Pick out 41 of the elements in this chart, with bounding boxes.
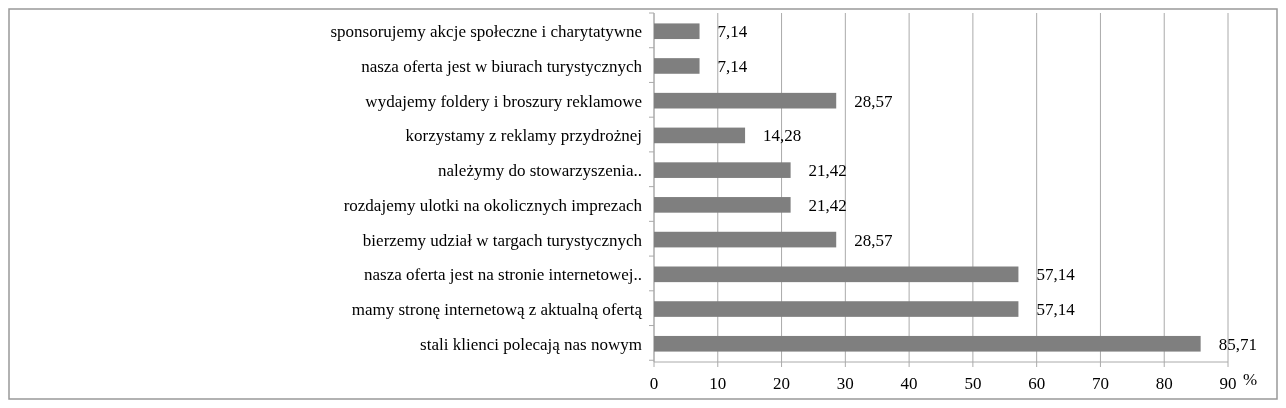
y-tick-label: korzystamy z reklamy przydrożnej (405, 126, 642, 146)
x-tick-label: 80 (1155, 374, 1173, 393)
x-axis-title: % (1242, 370, 1258, 389)
x-tick-label: 0 (649, 374, 659, 393)
y-tick-label: mamy stronę internetową z aktualną ofertą (351, 299, 643, 319)
y-tick-label: sponsorujemy akcje społeczne i charytatywne (330, 22, 642, 42)
data-label: 28,57 (854, 230, 893, 250)
data-label: 21,42 (808, 161, 847, 181)
data-label: 28,57 (854, 91, 893, 111)
bar (654, 301, 1019, 317)
bar (654, 23, 700, 40)
data-label: 21,42 (808, 195, 847, 215)
bar (654, 231, 837, 248)
bar (654, 266, 1019, 283)
bar (654, 92, 837, 109)
y-tick-label: wydajemy foldery i broszury reklamowe (365, 91, 642, 111)
y-tick-label: należymy do stowarzyszenia.. (438, 161, 642, 181)
y-tick-label: nasza oferta jest w biurach turystycznych (361, 56, 643, 76)
x-tick-label: 50 (964, 374, 982, 393)
x-tick-label: 30 (836, 374, 854, 393)
data-label: 14,28 (763, 126, 802, 146)
bar (654, 335, 1201, 352)
x-tick-label: 70 (1091, 374, 1109, 393)
x-tick-label: 40 (900, 374, 918, 393)
bar (654, 58, 700, 74)
bar (654, 127, 746, 144)
x-tick-label: 60 (1028, 374, 1046, 393)
data-label: 7,14 (717, 22, 748, 42)
bar (654, 162, 791, 178)
data-label: 57,14 (1036, 299, 1076, 319)
x-tick-label: 10 (709, 374, 727, 393)
y-tick-label: bierzemy udział w targach turystycznych (362, 230, 643, 250)
data-label: 85,71 (1218, 334, 1257, 354)
data-label: 7,14 (717, 56, 748, 76)
y-tick-label: stali klienci polecają nas nowym (420, 334, 642, 354)
bar (654, 197, 791, 213)
x-tick-label: 90 (1219, 374, 1237, 393)
y-tick-label: rozdajemy ulotki na okolicznych imprezach (343, 195, 643, 215)
y-tick-label: nasza oferta jest na stronie internetowej.. (363, 265, 642, 285)
x-tick-label: 20 (773, 374, 791, 393)
data-label: 57,14 (1036, 265, 1076, 285)
